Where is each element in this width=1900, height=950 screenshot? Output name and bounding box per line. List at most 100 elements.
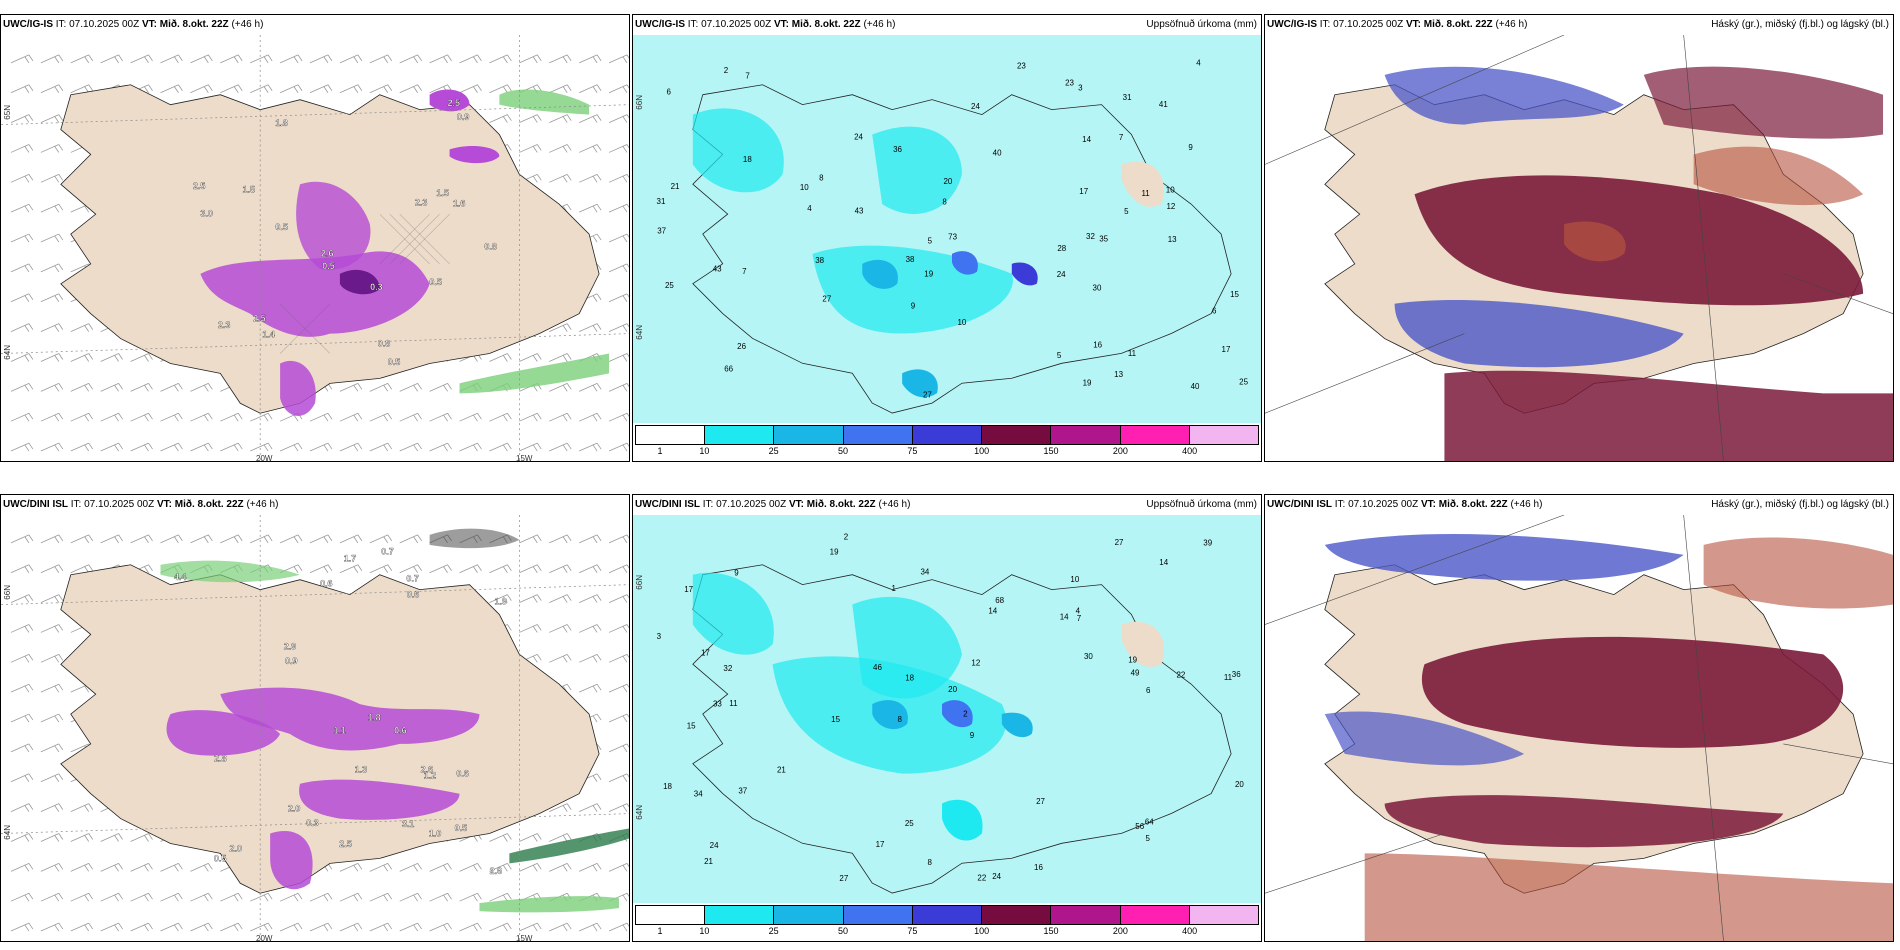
wind-barb: [489, 922, 512, 932]
value-label: 73: [948, 233, 957, 242]
wind-barb: [608, 773, 629, 783]
wind-barb: [220, 892, 243, 902]
wind-barb: [339, 383, 363, 392]
wind-barb: [608, 203, 629, 213]
colorbar-swatch: [636, 906, 706, 924]
wind-barb: [160, 84, 183, 94]
wind-barb: [10, 84, 34, 94]
value-label: 0.3: [306, 818, 318, 828]
lat-label: 64N: [635, 325, 644, 340]
colorbar-swatch: [636, 426, 706, 444]
wind-barb: [10, 412, 34, 422]
wind-barb: [70, 803, 94, 812]
wind-barb: [339, 863, 363, 872]
lon-label: 15W: [516, 934, 533, 942]
colorbar-swatch: [774, 426, 844, 444]
wind-barb: [549, 624, 572, 633]
value-label: 27: [1036, 797, 1045, 806]
wind-barb: [608, 653, 629, 663]
wind-barb: [70, 833, 94, 842]
value-label: 30: [1093, 284, 1102, 293]
colorbar-tick: 75: [907, 446, 918, 456]
wind-barb: [220, 412, 243, 422]
wind-barb: [70, 54, 94, 64]
value-label: 0.6: [320, 578, 332, 588]
value-label: 64: [1145, 817, 1154, 826]
value-label: 19: [1083, 378, 1092, 387]
wind-barb: [40, 863, 64, 872]
wind-barb: [10, 203, 34, 213]
value-label: 4: [1076, 606, 1081, 615]
wind-barb: [100, 412, 123, 422]
wind-barb: [519, 54, 542, 64]
wind-barb: [429, 892, 452, 902]
value-label: 20: [944, 177, 953, 186]
wind-barb: [40, 773, 64, 783]
value-label: 1.8: [275, 118, 287, 128]
wind-barb: [399, 863, 422, 872]
value-label: 10: [800, 183, 809, 192]
wind-barb: [608, 84, 629, 94]
value-label: 2.8: [214, 753, 226, 763]
lat-label: 64N: [3, 345, 12, 360]
panel-title: Uppsöfnuð úrkoma (mm): [1146, 499, 1257, 510]
cloud-svg: [1265, 35, 1893, 461]
value-label: 14: [1082, 135, 1091, 144]
value-label: 43: [855, 207, 864, 216]
cloud-cover-map-igis: UWC/IG-IS IT: 07.10.2025 00Z VT: Mið. 8.…: [1264, 14, 1894, 462]
colorbar-swatch: [1189, 426, 1258, 444]
colorbar-tick: 400: [1182, 926, 1198, 936]
wind-barb: [399, 892, 422, 902]
colorbar-swatch: [1120, 906, 1190, 924]
value-label: 10: [1166, 185, 1175, 194]
wind-barb: [10, 683, 34, 693]
value-label: 4: [1196, 59, 1201, 68]
value-label: 4.4: [174, 572, 186, 582]
wind-barb: [40, 144, 64, 153]
map-canvas: 2 10 11 8 9 11 17 14 15 14 20 21 19 15 22 24 25 27 30 21 32 3…: [633, 515, 1261, 903]
wind-barb: [190, 383, 213, 392]
value-label: 2: [963, 709, 968, 718]
wind-barb: [100, 383, 123, 392]
value-label: 3.0: [200, 208, 212, 218]
wind-barb: [489, 892, 512, 902]
value-label: 2.9: [284, 642, 296, 652]
value-label: 20: [948, 685, 957, 694]
wind-barb: [339, 84, 363, 94]
wind-barb: [549, 323, 572, 332]
value-label: 15: [1230, 290, 1239, 299]
value-label: 5: [1145, 834, 1150, 843]
value-label: 18: [663, 782, 672, 791]
wind-barb: [399, 54, 422, 64]
value-label: 7: [745, 72, 750, 81]
wind-barb: [578, 624, 602, 633]
wind-barb: [100, 892, 123, 902]
wind-barb: [489, 863, 512, 872]
value-label: 1.5: [243, 184, 255, 194]
precip-wind-svg: 0.5 1.8 2.5 1.5 1.5 0.8 0.8 0.5 0.5 1.4 2.3 2.5 2.6 0…: [1, 35, 629, 461]
value-label: 68: [995, 596, 1004, 605]
wind-barb: [10, 534, 34, 544]
wind-barb: [70, 323, 94, 332]
wind-barb: [369, 892, 393, 902]
value-label: 21: [777, 766, 786, 775]
wind-barb: [160, 863, 183, 872]
wind-barb: [10, 293, 34, 303]
wind-barb: [70, 383, 94, 392]
init-time: IT: 07.10.2025 00Z: [70, 499, 155, 510]
value-label: 12: [971, 659, 980, 668]
wind-barb: [549, 564, 572, 574]
wind-barb: [489, 833, 512, 842]
value-label: 0.5: [214, 853, 226, 863]
wind-barb: [578, 683, 602, 693]
colorbar-swatch: [705, 426, 775, 444]
value-label: 32: [723, 664, 732, 673]
value-label: 1.3: [355, 765, 367, 775]
value-label: 2.0: [288, 803, 300, 813]
wind-barb: [190, 412, 213, 422]
colorbar-swatch: [774, 906, 844, 924]
wind-barb: [608, 442, 629, 452]
value-label: 41: [1159, 100, 1168, 109]
wind-barb: [489, 353, 512, 362]
lat-label: 66N: [3, 585, 12, 600]
